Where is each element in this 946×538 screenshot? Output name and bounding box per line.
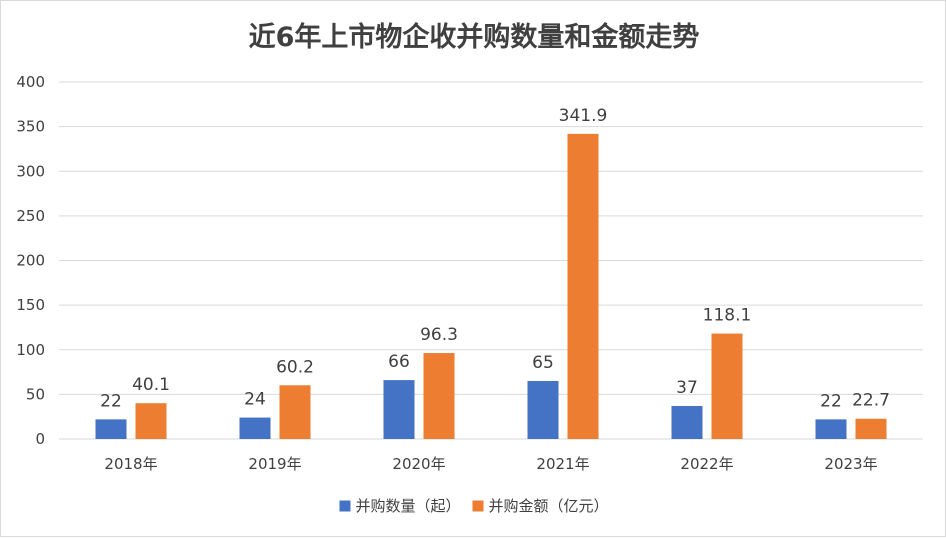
y-axis-ticks: 0 50 100 150 200 250 300 350 400 [16, 73, 45, 448]
bar-series-2 [711, 333, 743, 439]
bar-series-2 [279, 385, 311, 439]
data-label: 40.1 [132, 375, 170, 395]
x-category-label: 2023年 [824, 455, 877, 473]
bar-series-1 [239, 417, 271, 439]
y-tick-label: 50 [26, 385, 45, 403]
bar-series-1 [95, 419, 127, 439]
data-label: 96.3 [420, 325, 458, 345]
data-label: 60.2 [276, 357, 314, 377]
data-label: 22 [820, 391, 842, 411]
x-axis-categories: 2018年 2019年 2020年 2021年 2022年 2023年 [104, 455, 877, 473]
y-tick-label: 150 [16, 296, 45, 314]
bar-series-1 [383, 380, 415, 439]
legend: 并购数量（起） 并购金额（亿元） [339, 497, 609, 515]
x-category-label: 2020年 [392, 455, 445, 473]
y-tick-label: 200 [16, 252, 45, 270]
y-tick-label: 300 [16, 162, 45, 180]
data-label: 24 [244, 390, 266, 410]
bar-series-2 [423, 353, 455, 439]
bar-series-2 [855, 418, 887, 439]
x-category-label: 2022年 [680, 455, 733, 473]
y-tick-label: 250 [16, 207, 45, 225]
y-tick-label: 350 [16, 118, 45, 136]
legend-swatch [339, 500, 351, 512]
legend-label: 并购数量（起） [355, 497, 460, 515]
chart-title: 近6年上市物企收并购数量和金额走势 [249, 21, 700, 53]
bar-series-1 [671, 405, 703, 439]
data-label-layer: 22 40.1 24 60.2 66 96.3 65 341.9 37 118.1 22 22.7 [100, 106, 890, 412]
x-category-label: 2018年 [104, 455, 157, 473]
x-category-label: 2019年 [248, 455, 301, 473]
legend-label: 并购金额（亿元） [489, 497, 609, 515]
bar-series-2 [567, 133, 599, 439]
bar-series-1 [527, 380, 559, 439]
y-tick-label: 100 [16, 341, 45, 359]
y-tick-label: 400 [16, 73, 45, 91]
data-label: 37 [676, 378, 698, 398]
legend-swatch [472, 500, 484, 512]
data-label: 66 [388, 352, 410, 372]
bar-layer [95, 133, 887, 439]
data-label: 22.7 [852, 391, 890, 411]
data-label: 341.9 [559, 106, 608, 126]
bar-series-1 [815, 419, 847, 439]
x-category-label: 2021年 [536, 455, 589, 473]
data-label: 118.1 [703, 306, 752, 326]
grid-layer [59, 81, 923, 440]
y-tick-label: 0 [35, 430, 45, 448]
bar-series-2 [135, 403, 167, 439]
data-label: 65 [532, 353, 554, 373]
data-label: 22 [100, 391, 122, 411]
